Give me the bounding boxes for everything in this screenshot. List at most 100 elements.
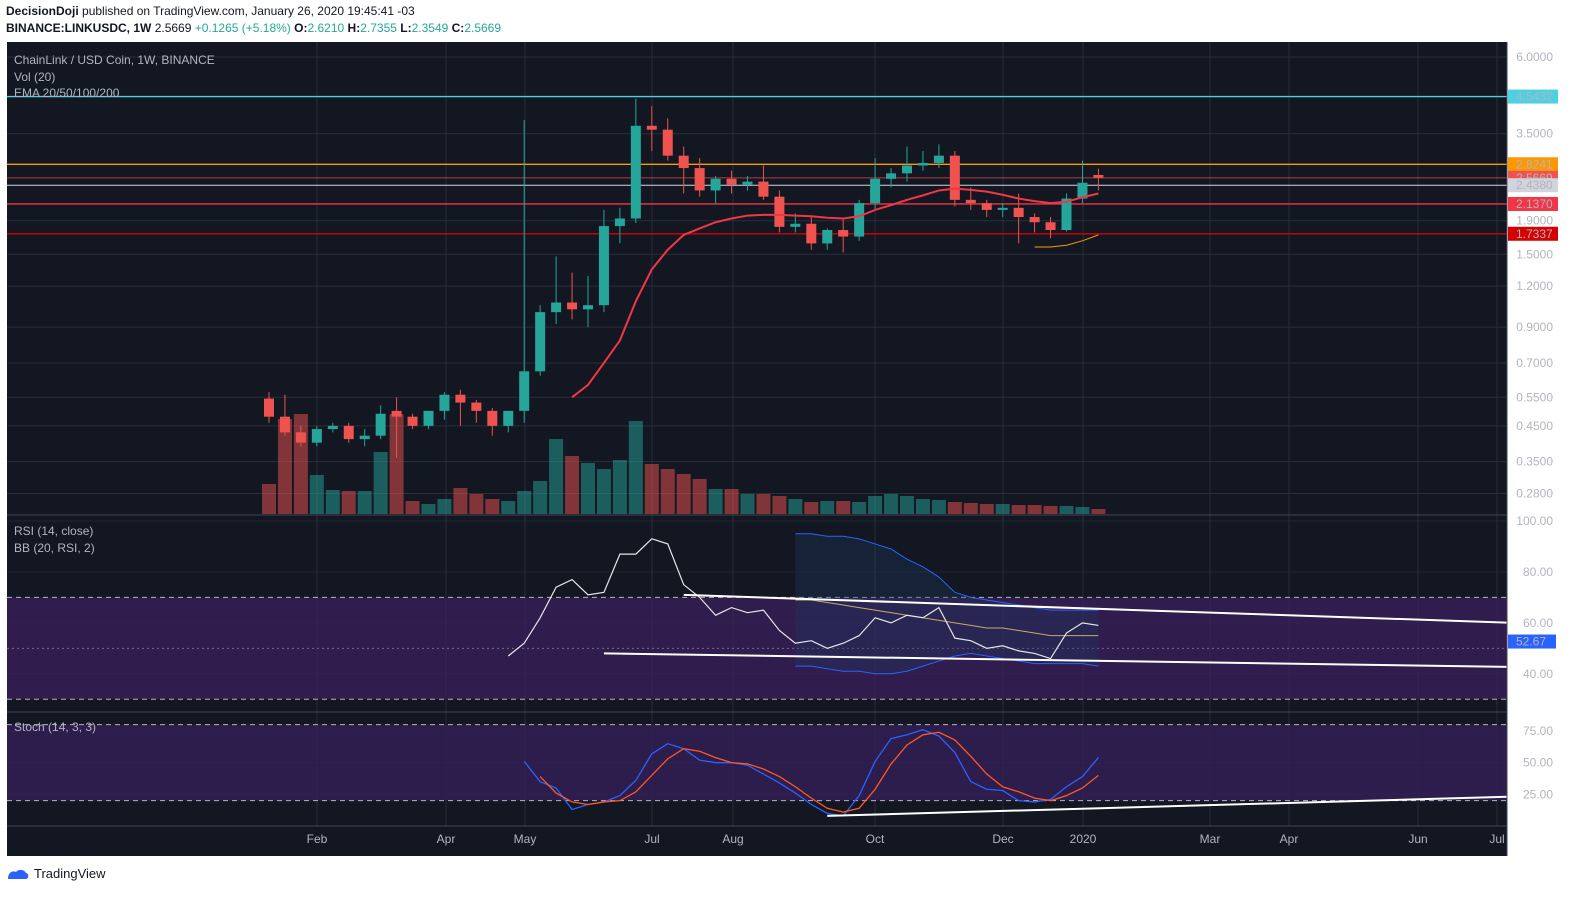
volume-bar	[1011, 505, 1026, 514]
time-axis-label: Dec	[992, 832, 1013, 846]
volume-bar	[884, 494, 899, 514]
candle-body	[359, 435, 370, 440]
rsi-value-label: 52.67	[1516, 635, 1546, 649]
volume-bar	[596, 469, 611, 514]
stoch-k-line	[523, 729, 1099, 817]
candle-body	[551, 302, 562, 313]
bb-upper-line	[795, 533, 1099, 611]
candle-body	[423, 410, 434, 426]
price-axis-label: 6.0000	[1516, 50, 1553, 64]
rsi-value-tag	[1508, 634, 1556, 649]
candle-body	[455, 394, 466, 403]
publish-info: published on TradingView.com, January 26…	[82, 4, 415, 18]
candle-body	[327, 425, 338, 430]
price-level-label: 2.8241	[1516, 157, 1553, 171]
volume-bar	[804, 502, 819, 514]
volume-bar	[836, 501, 851, 514]
candle-body	[806, 223, 817, 244]
tradingview-logo[interactable]: TradingView	[6, 866, 106, 881]
volume-bar	[820, 501, 835, 514]
candle-body	[902, 165, 912, 174]
symbol-header: BINANCE:LINKUSDC, 1W 2.5669 +0.1265 (+5.…	[6, 21, 501, 35]
candle-body	[614, 218, 625, 227]
volume-bar	[341, 491, 356, 514]
price-axis-label: 1.5000	[1516, 247, 1553, 261]
candle-body	[1045, 222, 1056, 231]
volume-bar	[262, 484, 276, 514]
candle-body	[646, 125, 657, 130]
candle-body	[567, 302, 578, 310]
candle-body	[1077, 182, 1088, 199]
legend-ema: EMA 20/50/100/200	[14, 86, 120, 100]
candle-body	[965, 199, 976, 204]
candle-body	[391, 410, 402, 417]
price-axis-label: 0.4500	[1516, 419, 1553, 433]
candle-body	[997, 207, 1008, 210]
candle-body	[1093, 174, 1104, 178]
volume-bar	[900, 496, 914, 514]
legend-bb: BB (20, RSI, 2)	[14, 541, 95, 555]
symbol-label: BINANCE:LINKUSDC, 1W	[6, 21, 152, 35]
stoch-d-line	[539, 731, 1099, 813]
volume-bar	[963, 503, 978, 514]
rsi-trendline	[603, 652, 1587, 670]
volume-bar	[676, 474, 691, 514]
candle-body	[854, 203, 865, 237]
rsi-axis-label: 100.00	[1516, 514, 1553, 528]
price-axis-label: 1.2000	[1516, 279, 1553, 293]
candle-body	[535, 312, 546, 372]
time-axis-label: Jun	[1408, 832, 1427, 846]
volume-bar	[325, 490, 340, 514]
candle-body	[471, 402, 482, 411]
volume-bar	[389, 414, 404, 514]
volume-bar	[628, 421, 643, 514]
rsi-line	[507, 538, 1099, 660]
low-label: L:	[400, 21, 412, 35]
price-axis-label: 0.9000	[1516, 320, 1553, 334]
candle-body	[583, 305, 593, 310]
price-change: +0.1265 (+5.18%)	[194, 21, 291, 35]
close-value: 2.5669	[464, 21, 502, 35]
volume-bar	[740, 494, 755, 514]
candle-body	[822, 230, 833, 244]
candle-body	[295, 432, 306, 443]
legend-rsi: RSI (14, close)	[14, 524, 93, 538]
candle-body	[503, 410, 514, 426]
price-level-tag	[1508, 196, 1558, 211]
price-level-tag	[1508, 89, 1558, 104]
volume-bar	[357, 491, 372, 514]
volume-bar	[565, 456, 580, 514]
legend-title: ChainLink / USD Coin, 1W, BINANCE	[14, 53, 215, 67]
time-axis-label: Aug	[722, 832, 743, 846]
high-value: 2.7355	[360, 21, 397, 35]
price-level-tag	[1508, 178, 1558, 193]
volume-bar	[533, 481, 548, 514]
volume-bar	[1091, 509, 1106, 514]
author-name[interactable]: DecisionDoji	[6, 4, 79, 18]
volume-bar	[1043, 506, 1058, 514]
tradingview-brand: TradingView	[34, 866, 106, 881]
time-axis-label: Jul	[644, 832, 659, 846]
legend-volume: Vol (20)	[14, 70, 55, 84]
volume-bar	[644, 464, 659, 514]
volume-bar	[612, 460, 627, 514]
ema20-line	[571, 187, 1099, 399]
volume-bar	[517, 491, 532, 514]
volume-bar	[852, 502, 867, 514]
volume-bar	[788, 499, 803, 514]
volume-bar	[437, 499, 452, 514]
candle-body	[439, 394, 450, 411]
volume-bar	[549, 439, 564, 514]
volume-bar	[979, 504, 994, 514]
candle-body	[981, 203, 992, 210]
stoch-band	[7, 724, 1507, 801]
stoch-axis-label: 50.00	[1523, 756, 1553, 770]
price-axis-label: 0.5500	[1516, 390, 1553, 404]
volume-bar	[868, 496, 883, 514]
candle-body	[694, 168, 705, 191]
volume-bar	[277, 419, 292, 514]
rsi-axis-label: 40.00	[1523, 667, 1553, 681]
volume-bar	[947, 502, 962, 514]
candle-body	[933, 155, 944, 163]
